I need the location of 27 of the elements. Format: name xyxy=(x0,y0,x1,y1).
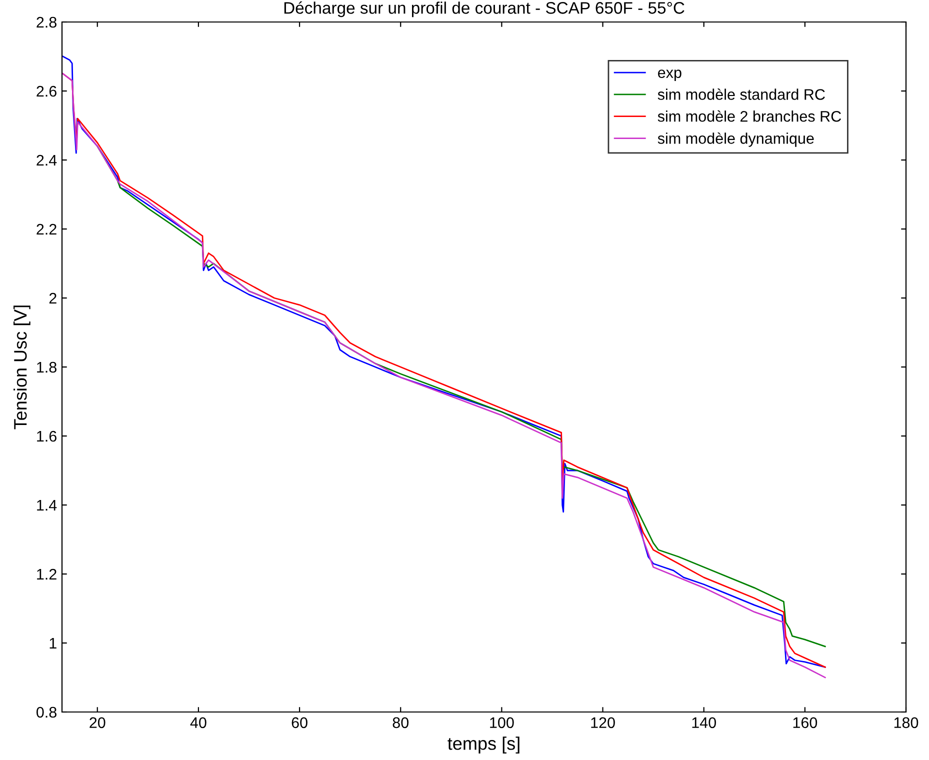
x-tick-label: 160 xyxy=(793,717,818,728)
x-tick-label: 180 xyxy=(894,717,918,728)
y-tick-label: 2 xyxy=(49,292,56,304)
legend-label: exp xyxy=(658,70,682,82)
legend-label: sim modèle 2 branches RC xyxy=(658,110,842,122)
y-tick-label: 1.6 xyxy=(37,430,56,442)
x-axis-title: temps [s] xyxy=(448,736,520,754)
x-tick-label: 120 xyxy=(591,717,615,728)
x-tick-label: 20 xyxy=(90,717,106,728)
legend-label: sim modèle standard RC xyxy=(658,88,825,100)
y-axis-title: Tension Usc [V] xyxy=(14,306,30,430)
x-tick-label: 140 xyxy=(692,717,716,728)
y-tick-label: 2.8 xyxy=(36,16,56,28)
y-tick-label: 1.4 xyxy=(37,500,57,511)
x-tick-label: 100 xyxy=(490,717,514,728)
chart-title: Décharge sur un profil de courant - SCAP 650F - 55°C xyxy=(284,1,684,18)
y-tick-label: 1.2 xyxy=(37,568,56,580)
y-tick-label: 2.6 xyxy=(36,86,56,97)
x-tick-label: 60 xyxy=(292,717,308,728)
legend-label: sim modèle dynamique xyxy=(658,132,814,147)
y-tick-label: 1 xyxy=(50,638,56,649)
x-tick-label: 80 xyxy=(392,717,409,728)
x-tick-label: 40 xyxy=(190,717,206,728)
y-tick-label: 2.4 xyxy=(36,154,57,166)
y-tick-label: 0.8 xyxy=(36,706,56,718)
y-tick-label: 2.2 xyxy=(36,224,56,235)
y-tick-label: 1.8 xyxy=(37,362,56,373)
